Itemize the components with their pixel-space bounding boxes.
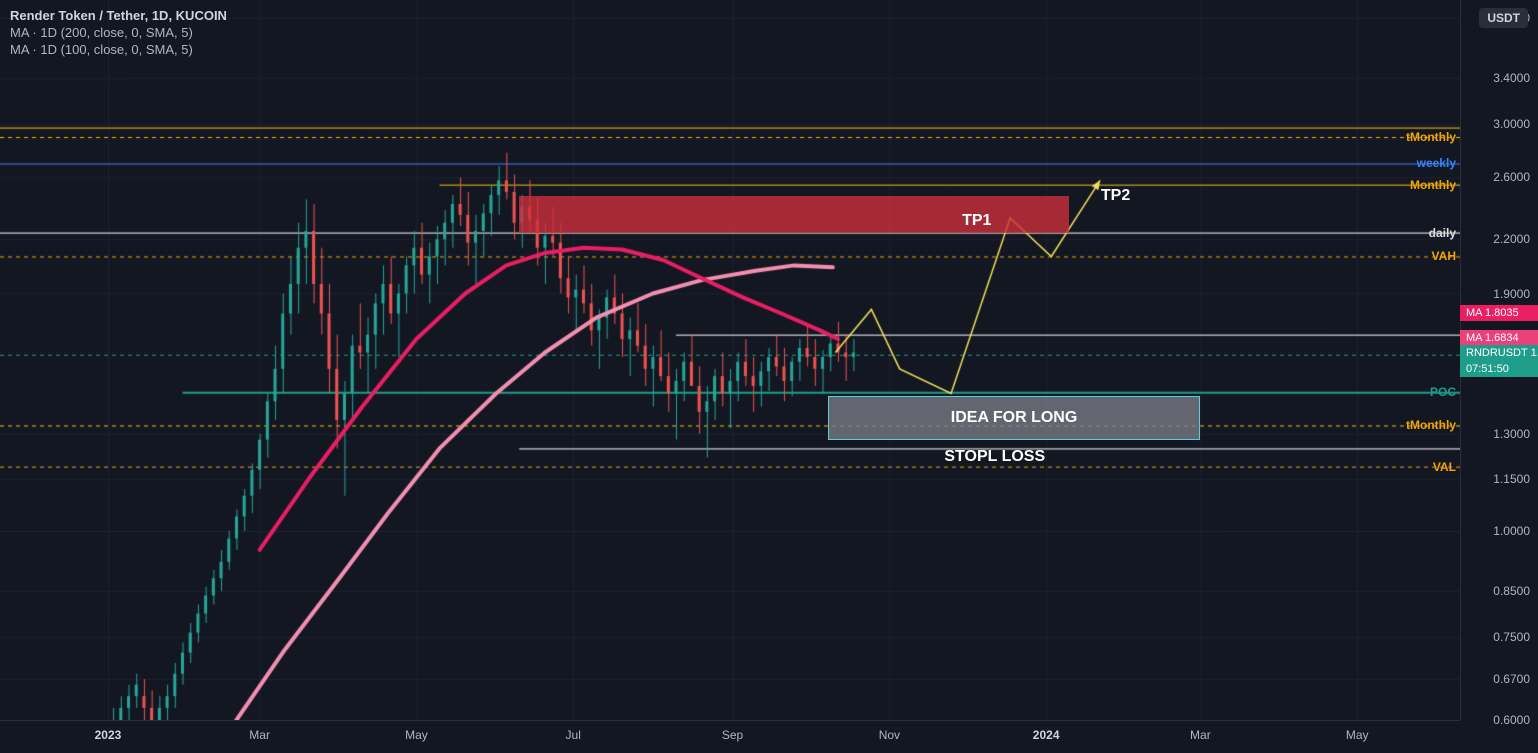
price-tick: 0.7500 (1493, 630, 1530, 644)
price-tag: MA 1.6834 (1460, 330, 1538, 346)
price-tick: 0.6700 (1493, 672, 1530, 686)
time-tick: Sep (722, 728, 743, 742)
price-tick: 0.8500 (1493, 584, 1530, 598)
price-tick: 2.6000 (1493, 170, 1530, 184)
price-tag: 07:51:50 (1460, 361, 1538, 377)
time-axis[interactable]: 2023 Mar May Jul Sep Nov 2024 Mar May (0, 720, 1460, 753)
level-label: tMonthly (1406, 418, 1456, 432)
level-label: daily (1429, 226, 1456, 240)
price-tag: MA 1.8035 (1460, 305, 1538, 321)
indicator-label-ma200[interactable]: MA · 1D (200, close, 0, SMA, 5) (10, 25, 227, 40)
level-label: weekly (1417, 156, 1456, 170)
price-axis[interactable]: 4.00003.40003.00002.60002.20001.90001.30… (1460, 0, 1538, 720)
time-tick: 2023 (95, 728, 122, 742)
idea-long-label: IDEA FOR LONG (951, 409, 1078, 427)
time-tick: Mar (1190, 728, 1211, 742)
time-tick: Nov (879, 728, 900, 742)
time-tick: Jul (566, 728, 581, 742)
time-tick: Mar (249, 728, 270, 742)
chart-annotation: STOPL LOSS (944, 448, 1045, 466)
symbol-title[interactable]: Render Token / Tether, 1D, KUCOIN (10, 8, 227, 23)
level-label: Monthly (1410, 178, 1456, 192)
level-label: VAL (1433, 460, 1456, 474)
price-tick: 2.2000 (1493, 232, 1530, 246)
price-tick: 1.9000 (1493, 287, 1530, 301)
time-tick: May (1346, 728, 1369, 742)
chart-area[interactable]: IDEA FOR LONG TP1 TP2 STOPL LOSS (0, 0, 1460, 720)
price-tick: 1.3000 (1493, 427, 1530, 441)
chart-annotation: TP1 (962, 212, 991, 230)
price-tick: 1.1500 (1493, 472, 1530, 486)
indicator-label-ma100[interactable]: MA · 1D (100, close, 0, SMA, 5) (10, 42, 227, 57)
time-tick: May (405, 728, 428, 742)
chart-annotation: TP2 (1101, 187, 1130, 205)
price-tick: 3.0000 (1493, 117, 1530, 131)
price-tick: 0.6000 (1493, 713, 1530, 727)
level-label: VAH (1432, 249, 1456, 263)
time-tick: 2024 (1033, 728, 1060, 742)
price-tick: 3.4000 (1493, 71, 1530, 85)
level-label: tMonthly (1406, 130, 1456, 144)
price-tick: 1.0000 (1493, 524, 1530, 538)
price-tag: RNDRUSDT 1.6162 (1460, 345, 1538, 361)
overlay-canvas (0, 0, 1460, 720)
quote-currency-badge[interactable]: USDT (1479, 8, 1528, 28)
chart-header: Render Token / Tether, 1D, KUCOIN MA · 1… (10, 8, 227, 57)
idea-long-box: IDEA FOR LONG (828, 396, 1201, 440)
level-label: POC (1430, 385, 1456, 399)
